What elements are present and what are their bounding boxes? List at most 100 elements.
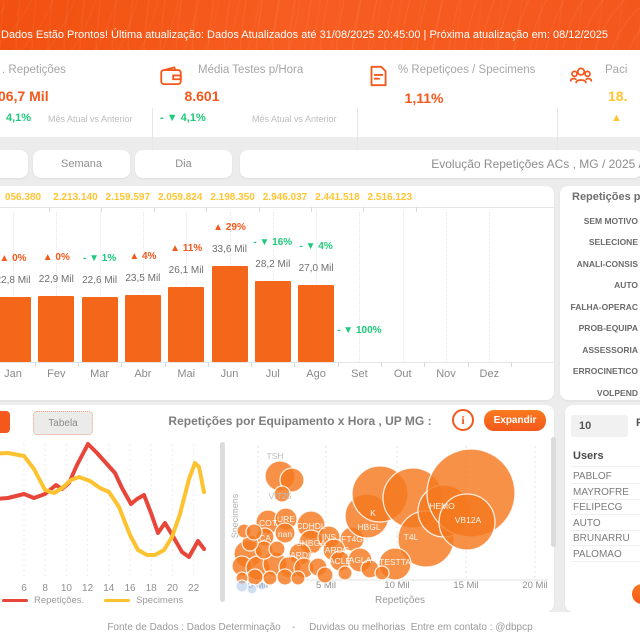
bubble-label-tsh: TSH (267, 451, 284, 461)
bar-value-label: 23,5 Mil (125, 272, 161, 284)
bubble-chart-scrollbar[interactable] (551, 437, 556, 547)
users-header-separator (571, 466, 640, 467)
tab-dia[interactable]: Dia (135, 150, 232, 178)
document-icon (370, 65, 387, 87)
user-row-palomao[interactable]: PALOMAO (573, 549, 622, 560)
hourly-line-chart[interactable]: 6 8 10 12 14 16 18 20 22 (0, 436, 234, 612)
equipment-title: Repetições por Equipamento x Hora , UP M… (168, 414, 432, 428)
user-row-pablof[interactable]: PABLOF (573, 471, 612, 482)
bar-value-label: 27,0 Mil (298, 262, 334, 274)
line-chart-tick-label: 18 (146, 583, 158, 594)
bubble[interactable] (245, 523, 263, 541)
bar-fev[interactable] (38, 296, 75, 362)
banner-decoration (0, 0, 640, 50)
tab-tabela[interactable]: Tabela (33, 411, 93, 435)
bubble-small[interactable] (246, 583, 258, 595)
month-label-set: Set (351, 368, 368, 380)
month-label-jan: Jan (4, 368, 22, 380)
page-size-selector[interactable]: 10 (571, 415, 628, 437)
specimens-month-value: 2.159.597 (105, 192, 151, 203)
motive-item[interactable]: SEM MOTIVO (583, 216, 638, 226)
bubble[interactable] (374, 565, 390, 581)
bubble-label-shbga: SHBGA (296, 538, 326, 548)
kpi-repeticoes-title: . Repetições (2, 64, 66, 76)
user-row-brunarru[interactable]: BRUNARRU (573, 533, 630, 545)
user-row-separator (571, 514, 640, 516)
bar-mai[interactable] (168, 287, 205, 362)
line-chart-tick-label: 6 (21, 583, 27, 594)
motive-item[interactable]: PROB-EQUIPA (578, 323, 638, 334)
user-row-felipecg[interactable]: FELIPECG (573, 502, 623, 514)
kpi-pct-title: % Repetiçoes / Specimens (398, 64, 536, 76)
tab-grafico-fragment[interactable] (0, 411, 10, 433)
month-label-abr: Abr (134, 368, 152, 380)
kpi-pacientes-delta: ▲ (611, 112, 622, 124)
bubble-label-cot: COT (259, 518, 277, 528)
motive-item[interactable]: SELECIONE (588, 237, 638, 248)
bubble[interactable] (316, 566, 334, 584)
specimens-axis-tick (101, 207, 103, 212)
bubble[interactable] (279, 467, 305, 493)
bubble-small[interactable] (235, 579, 249, 593)
month-axis-tick (381, 362, 382, 367)
motive-item[interactable]: FALHA-OPERAC (570, 301, 638, 312)
clipped-orange-button[interactable] (632, 584, 640, 604)
line-chart-tick-label: 16 (124, 583, 136, 594)
bar-delta-label: - ▼ 16% (253, 237, 293, 249)
bar-mar[interactable] (81, 297, 118, 362)
bar-jun[interactable] (211, 265, 248, 362)
user-row-auto[interactable]: AUTO (573, 517, 601, 529)
tab-period-fragment[interactable] (0, 150, 28, 178)
bar-chart-gridline (402, 212, 404, 362)
kpi-pacientes-value: 18. (608, 88, 628, 104)
bar-value-label: 22,8 Mil (0, 274, 31, 286)
bar-value-label: 22,6 Mil (82, 275, 118, 287)
bar-chart-gridline (56, 212, 58, 362)
bubble-label-vit25: VIT25 (269, 491, 292, 501)
user-row-mayrofre[interactable]: MAYROFRE (573, 486, 629, 498)
month-label-nov: Nov (436, 368, 456, 380)
bar-chart-baseline (0, 362, 554, 363)
line-chart-tick-label: 22 (188, 583, 200, 594)
bar-ago[interactable] (298, 284, 335, 362)
motive-item[interactable]: VOLPEND (596, 387, 638, 398)
bubble[interactable] (273, 485, 291, 503)
bubble-small[interactable] (257, 581, 267, 591)
bubble[interactable] (337, 565, 353, 581)
tab-semana[interactable]: Semana (33, 150, 130, 178)
line-series-repetições[interactable] (0, 442, 206, 559)
motive-item[interactable]: ERROCINETICO (572, 366, 638, 377)
motive-item[interactable]: ASSESSORIA (582, 344, 638, 355)
people-icon (569, 67, 593, 84)
specimens-axis-tick (153, 207, 155, 212)
bar-jul[interactable] (254, 281, 291, 362)
kpi-repeticoes-note: Mês Atual vs Anterior (48, 114, 133, 124)
month-label-fev: Fev (47, 368, 66, 380)
bubble[interactable] (268, 540, 286, 558)
month-label-dez: Dez (479, 368, 500, 380)
bubble[interactable] (438, 493, 496, 551)
month-axis-tick (121, 362, 123, 367)
line-chart-scrollbar[interactable] (220, 442, 225, 602)
expand-button[interactable]: Expandir (484, 410, 546, 431)
bubble[interactable] (290, 570, 306, 586)
motive-item[interactable]: AUTO (614, 280, 638, 291)
line-series-specimens[interactable] (0, 451, 206, 557)
evolution-title-bar: Evolução Repetições ACs , MG / 2025 / (240, 150, 640, 178)
bar-value-label: 26,1 Mil (168, 265, 204, 277)
bar-abr[interactable] (124, 294, 161, 362)
set-delta-label: - ▼ 100% (337, 325, 382, 336)
wallet-icon (160, 66, 182, 86)
bar-jan[interactable] (0, 296, 31, 362)
bubble[interactable] (274, 522, 296, 544)
info-icon[interactable]: i (452, 409, 474, 431)
motive-item[interactable]: ANALI-CONSIS (576, 258, 638, 269)
bar-value-label: 33,6 Mil (211, 243, 247, 255)
bubble-label-k: K (370, 508, 376, 518)
footer-text: Fonte de Dados : Dados Determinação - Du… (107, 622, 533, 633)
bubble-label-agla: AGLA (349, 555, 372, 565)
bar-chart-gridline (99, 212, 101, 362)
specimens-axis-tick (258, 207, 260, 212)
bubble-label-ft4g: FT4G (341, 534, 363, 544)
